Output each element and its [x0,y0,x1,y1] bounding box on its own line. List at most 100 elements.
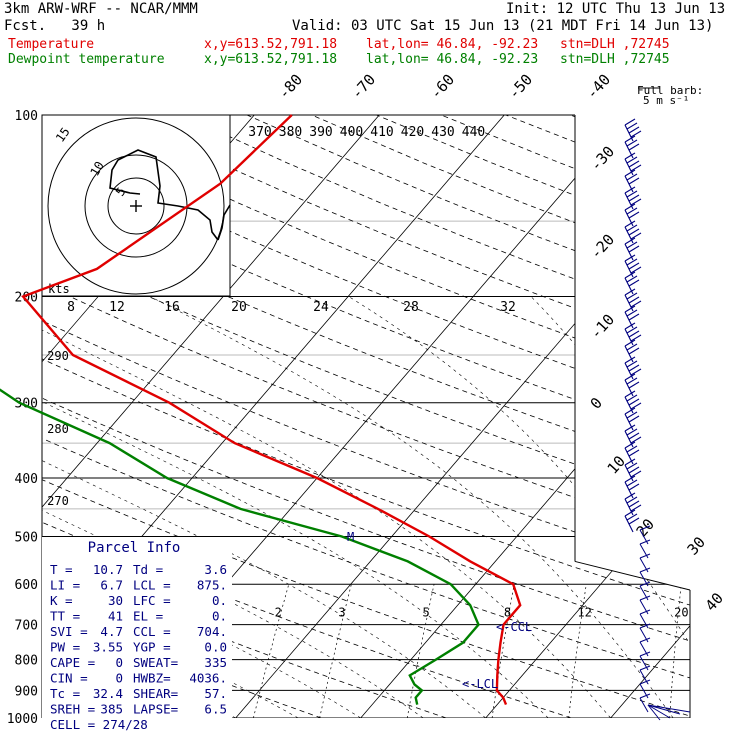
wind-barb-flag-low [639,693,651,699]
wind-barb-flag [624,186,636,194]
theta-label-400: 400 [340,125,363,140]
wind-barb-flag-low [639,567,651,573]
wind-barb-flag [626,496,638,504]
dry-adiabat [505,115,690,718]
wind-barb-flag [624,356,636,364]
theta-left-label-270: 270 [47,494,69,508]
wind-legend-title: Full barb: [637,84,703,97]
dry-adiabat [570,115,690,718]
wind-barb-flag [624,169,636,177]
parcel-val-right: 0. [212,593,227,608]
wind-barb-flag-low [639,595,651,601]
theta-label-440: 440 [462,125,485,140]
wind-barb-flag [624,322,636,330]
wind-barb-flag [626,394,638,402]
parcel-val-left: 10.7 [93,562,123,577]
wind-barb-flag [628,313,640,321]
wind-barb-flag [628,211,640,219]
isotherm [736,115,740,718]
pressure-label-600: 600 [15,578,38,593]
wind-barb-flag [626,360,638,368]
parcel-m-marker: M [347,530,354,544]
wind-barb-flag [628,449,640,457]
hodo-axis-label-28: 28 [403,300,419,315]
wind-barb-flag-low [639,609,651,615]
isotherm-label--50: -50 [505,70,537,102]
moist-adiabat [42,296,549,718]
hodo-ring-2 [47,117,225,295]
theta-label-390: 390 [309,125,332,140]
wind-barb-flag [626,513,638,521]
wind-barb-flag [630,334,642,342]
moist-adiabat [42,296,611,718]
wind-barb-flag [624,475,636,483]
hodo-axis-label-16: 16 [164,300,180,315]
wind-barb-flag [630,130,642,138]
pressure-label-800: 800 [15,654,38,669]
wind-barb-flag [628,126,640,134]
dewpoint-xy: x,y=613.52,791.18 [204,52,338,67]
parcel-val-right: 4036. [189,671,227,686]
wind-barb-flag [624,441,636,449]
parcel-val-right: 3.6 [204,562,227,577]
wind-barb-flag-low [639,539,651,545]
wind-barb-flag [628,296,640,304]
hodo-ring-0 [107,177,165,235]
parcel-key-left: SVI = [50,624,88,639]
mixing-ratio-label-8: 8 [504,606,511,620]
model-title: 3km ARW-WRF -- NCAR/MMM [4,1,198,17]
wind-barb-flag [628,381,640,389]
parcel-key-left: CAPE = [50,655,95,670]
wind-barb-flag-low [639,651,651,657]
wind-barb-flag [624,135,636,143]
wind-barb-flag [628,398,640,406]
parcel-key-right: CCL = [133,624,171,639]
pressure-label-700: 700 [15,619,38,634]
parcel-key-left: T = [50,562,73,577]
parcel-key-left: K = [50,593,73,608]
isotherm-label--20: -20 [587,230,619,262]
wind-barb-flag [630,470,642,478]
hodograph-trace [109,149,219,241]
isotherm [360,115,690,718]
wind-barb-flag [626,428,638,436]
wind-barb-flag [624,203,636,211]
wind-barb-flag [624,339,636,347]
parcel-key-right: LAPSE= [133,702,178,717]
isotherm [0,115,4,718]
temperature-station: stn=DLH ,72745 [560,37,670,52]
parcel-info-bg [42,537,232,718]
mixing-ratio-label-12: 12 [577,606,591,620]
theta-left-label-290: 290 [47,349,69,363]
parcel-val-left: 0 [115,655,123,670]
wind-barb-flag-low [639,581,651,587]
wind-barb-flag [624,271,636,279]
wind-barb-flag [626,462,638,470]
wind-barb-flag [630,436,642,444]
hodo-axis-label-8: 8 [67,300,75,315]
parcel-key-right: LCL = [133,578,171,593]
dewpoint-profile [0,388,480,705]
parcel-key-right: SWEAT= [133,655,178,670]
dewpoint-latlon: lat,lon= 46.84, -92.23 [366,52,539,67]
wind-barb-flag [626,224,638,232]
wind-barb-flag [624,254,636,262]
dry-adiabat [376,115,690,718]
wind-barb-flag [624,407,636,415]
wind-barb-flag [624,458,636,466]
isotherm-label-40: 40 [702,589,727,614]
wind-barb-flag [626,258,638,266]
wind-barb-flag [626,241,638,249]
dry-adiabat [42,115,690,718]
mixing-ratio-line-2 [253,584,290,718]
hodograph [41,114,231,297]
wind-barb-flag [628,347,640,355]
wind-barbs [624,118,691,721]
isotherm [235,115,690,718]
lcl-marker: <-LCL [462,677,498,691]
wind-barb-flag [624,373,636,381]
wind-barb-staff-low [639,697,649,713]
theta-label-370: 370 [248,125,271,140]
wind-legend-value: 5 m s⁻¹ [643,94,689,107]
wind-barb-surface-0 [647,704,671,719]
